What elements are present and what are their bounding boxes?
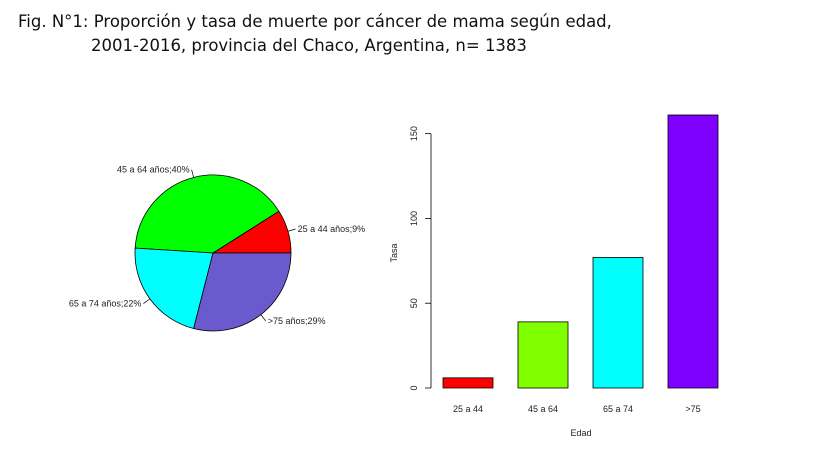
y-tick-label: 50 <box>409 298 419 308</box>
y-axis-title: Tasa <box>389 243 399 262</box>
pie-label-tick <box>143 298 151 304</box>
pie-chart: 25 a 44 años;9% 45 a 64 años;40% 65 a 74 a… <box>69 165 366 332</box>
bar-chart: 25 a 44 45 a 64 65 a 74 >75 0 50 100 150 Tasa Eda… <box>389 114 719 438</box>
bar <box>442 377 494 389</box>
pie-slice-label: 25 a 44 años;9% <box>298 224 366 234</box>
figure-title-line-1: Fig. N°1: Proporción y tasa de muerte po… <box>18 12 612 31</box>
pie-slice <box>193 252 292 332</box>
x-tick-label: 65 a 74 <box>603 404 633 414</box>
pie-slice-label: 45 a 64 años;40% <box>117 165 190 175</box>
pie-label-tick <box>260 314 266 322</box>
x-axis-title: Edad <box>570 428 591 438</box>
y-tick-label: 0 <box>409 385 419 390</box>
pie-label-tick <box>191 169 194 178</box>
x-tick-label: 45 a 64 <box>528 404 558 414</box>
x-tick-label: 25 a 44 <box>453 404 483 414</box>
y-tick-label: 100 <box>409 211 419 226</box>
bar <box>667 114 719 389</box>
figure-title: Fig. N°1: Proporción y tasa de muerte po… <box>18 10 612 58</box>
figure-title-line-2: 2001-2016, provincia del Chaco, Argentin… <box>91 36 527 55</box>
pie-slice <box>134 174 280 254</box>
pie-slice-label: 65 a 74 años;22% <box>69 299 142 309</box>
bar <box>517 321 569 389</box>
pie-slice-label: >75 años;29% <box>268 316 326 326</box>
bar <box>592 257 644 389</box>
x-tick-label: >75 <box>685 404 700 414</box>
y-tick-label: 150 <box>409 126 419 141</box>
pie-slice <box>134 247 214 330</box>
pie-label-tick <box>287 228 296 232</box>
